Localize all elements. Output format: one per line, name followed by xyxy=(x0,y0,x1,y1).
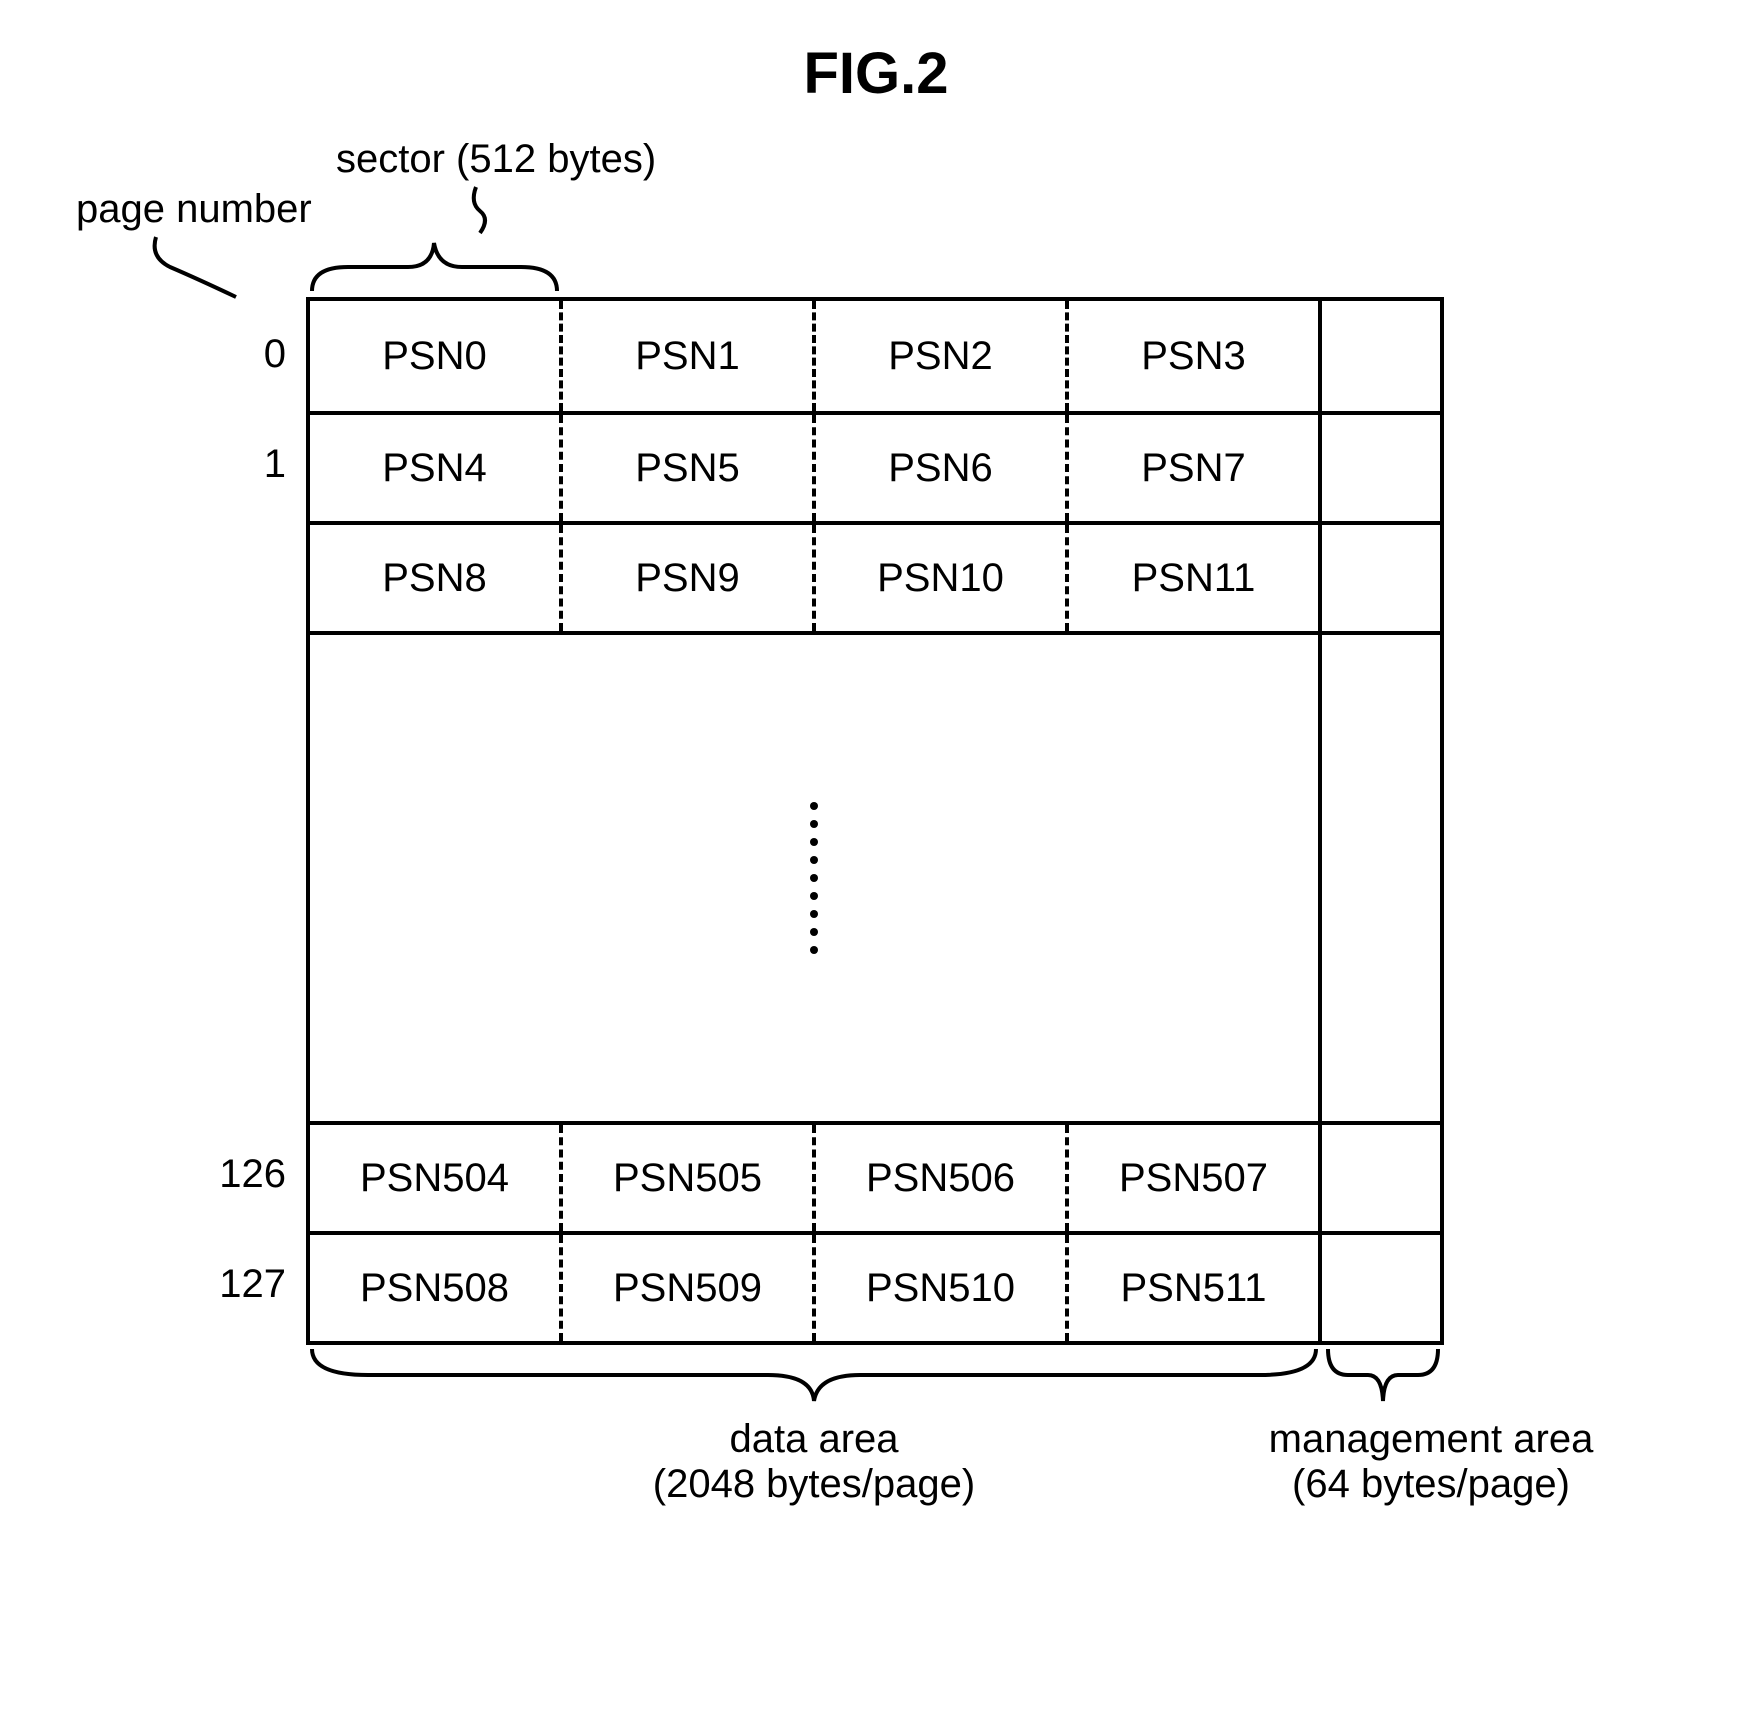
sector-cell: PSN504 xyxy=(310,1125,563,1231)
data-area-line2: (2048 bytes/page) xyxy=(308,1462,1320,1507)
mgmt-area-label: management area (64 bytes/page) xyxy=(1246,1417,1616,1507)
vertical-dots-icon xyxy=(810,802,818,954)
sector-cell: PSN8 xyxy=(310,525,563,631)
memory-block: PSN0PSN1PSN2PSN3PSN4PSN5PSN6PSN7PSN8PSN9… xyxy=(306,297,1444,1345)
page-number-label: page number xyxy=(76,187,312,232)
page-number-column: 0 1 126 127 xyxy=(196,297,286,1337)
sector-cell: PSN507 xyxy=(1069,1125,1322,1231)
sector-cell: PSN510 xyxy=(816,1235,1069,1341)
figure-2: FIG.2 sector (512 bytes) page number PSN… xyxy=(76,40,1676,1545)
ellipsis-row xyxy=(310,631,1440,1121)
sector-cell: PSN506 xyxy=(816,1125,1069,1231)
mgmt-cell xyxy=(1322,1125,1440,1231)
sector-cell: PSN10 xyxy=(816,525,1069,631)
page-number: 127 xyxy=(219,1262,286,1307)
mgmt-cell xyxy=(1322,301,1440,411)
sector-cell: PSN3 xyxy=(1069,301,1322,411)
data-area-label: data area (2048 bytes/page) xyxy=(308,1417,1320,1507)
sector-cell: PSN9 xyxy=(563,525,816,631)
sector-cell: PSN6 xyxy=(816,415,1069,521)
mgmt-cell xyxy=(1322,1235,1440,1341)
sector-brace xyxy=(308,237,561,295)
table-row: PSN504PSN505PSN506PSN507 xyxy=(310,1121,1440,1231)
page-number: 0 xyxy=(264,332,286,377)
ellipsis-data-area xyxy=(310,635,1322,1121)
table-row: PSN8PSN9PSN10PSN11 xyxy=(310,521,1440,631)
mgmt-cell xyxy=(1322,415,1440,521)
sector-cell: PSN4 xyxy=(310,415,563,521)
sector-cell: PSN11 xyxy=(1069,525,1322,631)
sector-cell: PSN0 xyxy=(310,301,563,411)
table-row: PSN508PSN509PSN510PSN511 xyxy=(310,1231,1440,1341)
mgmt-cell xyxy=(1322,525,1440,631)
sector-cell: PSN508 xyxy=(310,1235,563,1341)
sector-cell: PSN511 xyxy=(1069,1235,1322,1341)
mgmt-area-line2: (64 bytes/page) xyxy=(1246,1462,1616,1507)
sector-cell: PSN509 xyxy=(563,1235,816,1341)
top-label-area: sector (512 bytes) page number xyxy=(76,137,1676,297)
sector-cell: PSN5 xyxy=(563,415,816,521)
sector-cell: PSN2 xyxy=(816,301,1069,411)
page-number-pointer xyxy=(146,235,266,305)
sector-label: sector (512 bytes) xyxy=(336,137,656,182)
data-area-brace xyxy=(308,1345,1320,1405)
sector-cell: PSN7 xyxy=(1069,415,1322,521)
sector-cell: PSN1 xyxy=(563,301,816,411)
page-number: 126 xyxy=(219,1152,286,1197)
data-area-line1: data area xyxy=(308,1417,1320,1462)
table-row: PSN4PSN5PSN6PSN7 xyxy=(310,411,1440,521)
sector-cell: PSN505 xyxy=(563,1125,816,1231)
mgmt-cell xyxy=(1322,635,1440,1121)
sector-callout-line xyxy=(466,185,506,235)
figure-title: FIG.2 xyxy=(76,40,1676,107)
memory-block-table: PSN0PSN1PSN2PSN3PSN4PSN5PSN6PSN7PSN8PSN9… xyxy=(306,297,1676,1345)
mgmt-area-brace xyxy=(1324,1345,1442,1405)
bottom-label-area: data area (2048 bytes/page) management a… xyxy=(306,1345,1676,1545)
mgmt-area-line1: management area xyxy=(1246,1417,1616,1462)
page-number: 1 xyxy=(264,442,286,487)
table-row: PSN0PSN1PSN2PSN3 xyxy=(310,301,1440,411)
